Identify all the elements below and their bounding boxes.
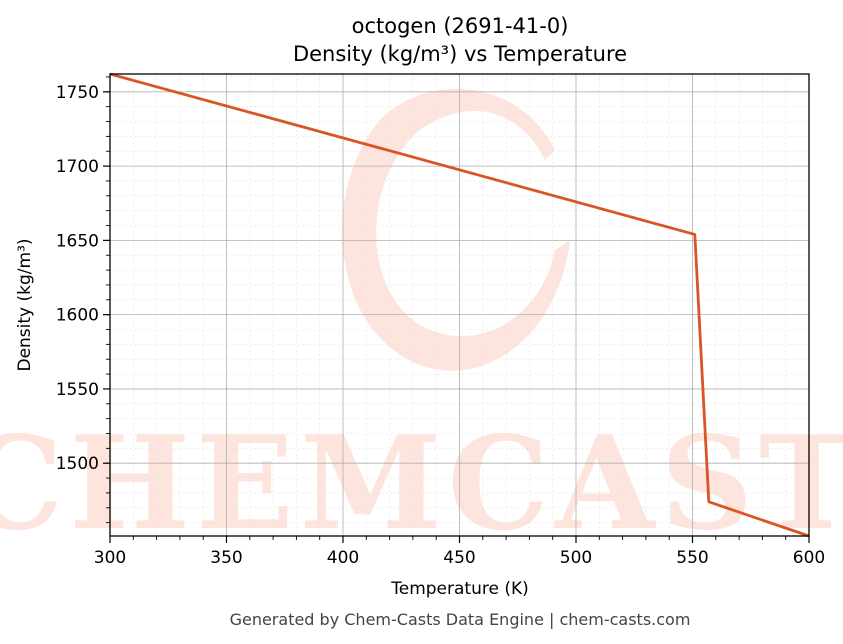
footer-credit: Generated by Chem-Casts Data Engine | ch… xyxy=(230,610,691,629)
x-tick-label: 300 xyxy=(94,548,126,568)
series-layer xyxy=(109,72,810,538)
y-tick-label: 1550 xyxy=(56,380,99,400)
y-tick-label: 1700 xyxy=(56,157,99,177)
x-tick-label: 500 xyxy=(560,548,592,568)
x-axis-ticks: 300 350 400 450 500 550 600 xyxy=(94,536,825,568)
y-tick-label: 1650 xyxy=(56,231,99,251)
watermark-text: CHEMCASTS xyxy=(0,409,843,559)
x-tick-label: 400 xyxy=(327,548,359,568)
watermark: CHEMCASTS xyxy=(0,88,843,559)
y-axis-label: Density (kg/m³) xyxy=(15,238,35,371)
y-tick-label: 1500 xyxy=(56,454,99,474)
series-line xyxy=(109,72,810,538)
y-axis-ticks: 1500 1550 1600 1650 1700 1750 xyxy=(56,76,110,524)
x-tick-label: 450 xyxy=(443,548,475,568)
chart-subtitle: Density (kg/m³) vs Temperature xyxy=(293,42,627,66)
y-tick-label: 1600 xyxy=(56,306,99,326)
x-tick-label: 350 xyxy=(210,548,242,568)
x-tick-label: 600 xyxy=(793,548,825,568)
chart-title: octogen (2691-41-0) xyxy=(352,14,569,38)
x-tick-label: 550 xyxy=(676,548,708,568)
x-axis-label: Temperature (K) xyxy=(390,579,529,599)
y-tick-label: 1750 xyxy=(56,83,99,103)
